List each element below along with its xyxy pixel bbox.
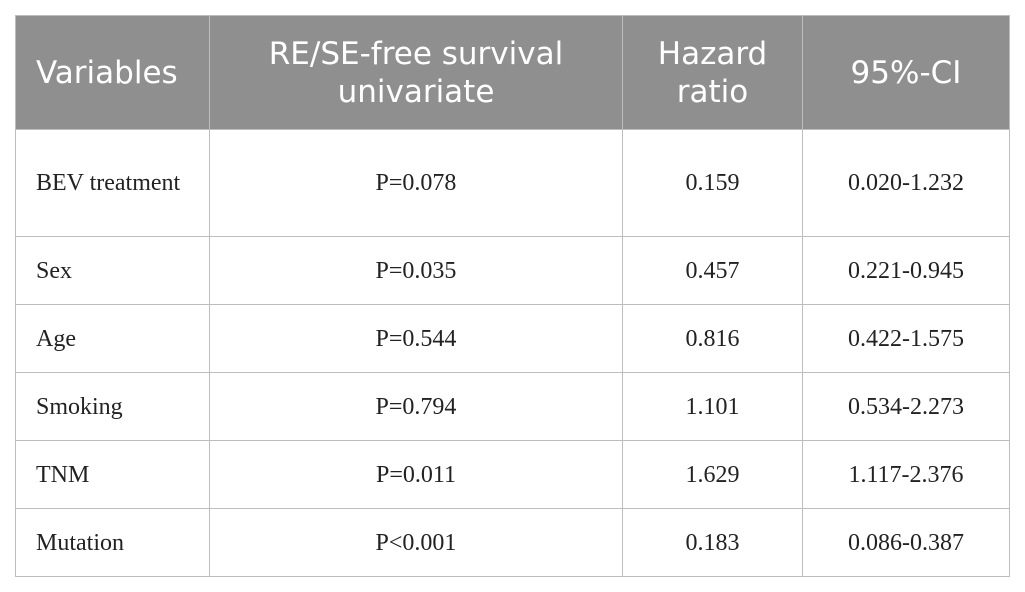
hazard-ratio-value: 0.159 <box>622 129 803 237</box>
p-value: P=0.078 <box>209 129 623 237</box>
p-value: P<0.001 <box>209 508 623 577</box>
results-table-container: Variables RE/SE-free survival univariate… <box>15 15 1010 577</box>
confidence-interval-value: 0.534-2.273 <box>802 372 1010 441</box>
table-row: TNM P=0.011 1.629 1.117-2.376 <box>15 440 1010 509</box>
table-row: Smoking P=0.794 1.101 0.534-2.273 <box>15 372 1010 441</box>
header-univariate-survival: RE/SE-free survival univariate <box>209 15 623 130</box>
variable-name: Sex <box>15 236 210 305</box>
variable-name: BEV treatment <box>15 129 210 237</box>
hazard-ratio-value: 0.816 <box>622 304 803 373</box>
header-variables: Variables <box>15 15 210 130</box>
header-hazard-ratio: Hazard ratio <box>622 15 803 130</box>
hazard-ratio-value: 0.457 <box>622 236 803 305</box>
univariate-analysis-table: Variables RE/SE-free survival univariate… <box>15 15 1010 577</box>
hazard-ratio-value: 1.629 <box>622 440 803 509</box>
table-header: Variables RE/SE-free survival univariate… <box>15 15 1010 130</box>
hazard-ratio-value: 0.183 <box>622 508 803 577</box>
p-value: P=0.011 <box>209 440 623 509</box>
variable-name: Smoking <box>15 372 210 441</box>
header-confidence-interval: 95%-CI <box>802 15 1010 130</box>
variable-name: TNM <box>15 440 210 509</box>
confidence-interval-value: 0.086-0.387 <box>802 508 1010 577</box>
confidence-interval-value: 0.422-1.575 <box>802 304 1010 373</box>
table-row: BEV treatment P=0.078 0.159 0.020-1.232 <box>15 129 1010 237</box>
p-value: P=0.794 <box>209 372 623 441</box>
variable-name: Mutation <box>15 508 210 577</box>
table-row: Age P=0.544 0.816 0.422-1.575 <box>15 304 1010 373</box>
hazard-ratio-value: 1.101 <box>622 372 803 441</box>
p-value: P=0.544 <box>209 304 623 373</box>
variable-name: Age <box>15 304 210 373</box>
table-row: Sex P=0.035 0.457 0.221-0.945 <box>15 236 1010 305</box>
table-row: Mutation P<0.001 0.183 0.086-0.387 <box>15 508 1010 577</box>
confidence-interval-value: 0.221-0.945 <box>802 236 1010 305</box>
p-value: P=0.035 <box>209 236 623 305</box>
header-row: Variables RE/SE-free survival univariate… <box>15 15 1010 130</box>
confidence-interval-value: 0.020-1.232 <box>802 129 1010 237</box>
confidence-interval-value: 1.117-2.376 <box>802 440 1010 509</box>
table-body: BEV treatment P=0.078 0.159 0.020-1.232 … <box>15 129 1010 577</box>
